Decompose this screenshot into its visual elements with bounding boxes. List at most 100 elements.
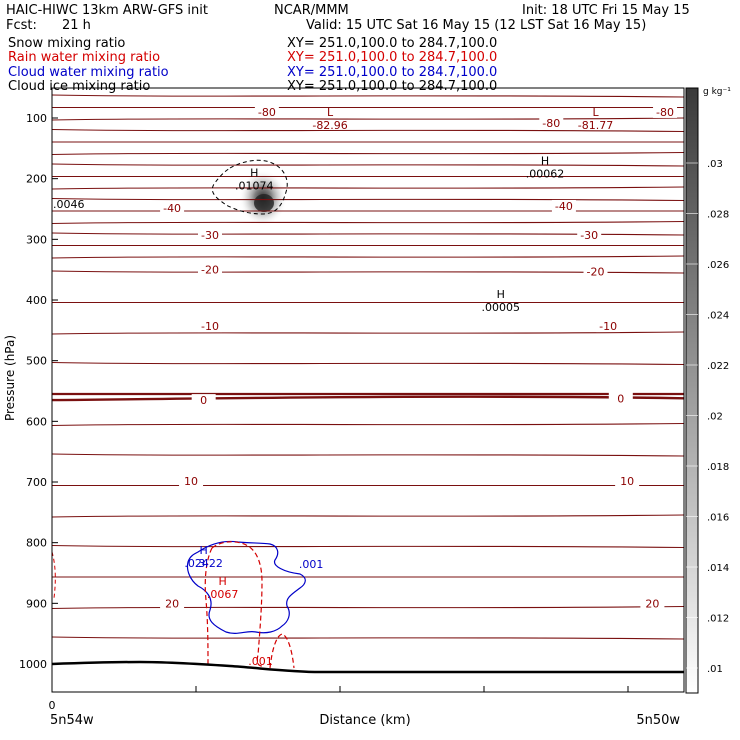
isotherm-label-bg bbox=[596, 320, 621, 333]
isotherm-label: 10 bbox=[620, 475, 634, 488]
isotherm-label-bg bbox=[160, 201, 185, 214]
x-right-label: 5n50w bbox=[636, 713, 680, 728]
x-axis-label: Distance (km) bbox=[319, 713, 410, 728]
valid-label: Valid: 15 UTC Sat 16 May 15 (12 LST Sat … bbox=[306, 18, 647, 33]
x-left-label: 5n54w bbox=[50, 713, 94, 728]
isotherm-label-bg bbox=[160, 597, 185, 610]
extremum-value: .00005 bbox=[481, 301, 520, 314]
extremum-value: -82.96 bbox=[312, 119, 347, 132]
field-xy-snow: XY= 251.0,100.0 to 284.7,100.0 bbox=[287, 36, 498, 51]
colorbar bbox=[685, 87, 699, 694]
colorbar-label: .012 bbox=[707, 614, 729, 625]
isotherm-line bbox=[52, 163, 684, 167]
y-tick-label: 200 bbox=[26, 173, 47, 186]
extremum-marker: L bbox=[592, 106, 599, 119]
field-xy-rain: XY= 251.0,100.0 to 284.7,100.0 bbox=[287, 50, 498, 65]
isotherm-label: 20 bbox=[165, 597, 179, 610]
y-tick-label: 900 bbox=[26, 597, 47, 610]
y-tick-label: 1000 bbox=[19, 658, 47, 671]
isotherm-label: -40 bbox=[163, 202, 181, 215]
isotherm-label-bg bbox=[551, 199, 576, 212]
isotherm-line bbox=[52, 544, 684, 549]
snow-contour bbox=[212, 159, 288, 215]
isotherm-label-bg bbox=[198, 229, 222, 242]
isotherm-label: 10 bbox=[184, 475, 198, 488]
isotherm-line bbox=[52, 151, 684, 156]
terrain-surface bbox=[52, 660, 684, 674]
extremum-value: .01074 bbox=[235, 180, 274, 193]
snow-maximum-core bbox=[254, 194, 274, 212]
extremum-marker: H bbox=[200, 544, 208, 557]
field-xy-cloud-water: XY= 251.0,100.0 to 284.7,100.0 bbox=[287, 65, 498, 80]
contour-value-label: .001 bbox=[248, 655, 273, 668]
isotherm-label-bg bbox=[198, 263, 222, 276]
extremum-value: .00062 bbox=[526, 168, 565, 181]
isotherm-label: -80 bbox=[542, 117, 560, 130]
x-axis-ticks bbox=[195, 686, 629, 692]
colorbar-label: .024 bbox=[707, 311, 729, 322]
field-name-cloud-water: Cloud water mixing ratio bbox=[8, 65, 169, 80]
isotherm-label: -30 bbox=[201, 229, 219, 242]
isotherm-line bbox=[52, 255, 684, 259]
isotherm-label: -20 bbox=[201, 264, 219, 277]
isotherm-label-bg bbox=[198, 320, 222, 333]
isotherm-line bbox=[52, 94, 684, 98]
isotherm-label: -20 bbox=[587, 265, 605, 278]
freezing-level-line bbox=[52, 395, 684, 402]
y-tick-label: 400 bbox=[26, 294, 47, 307]
y-tick-label: 800 bbox=[26, 537, 47, 550]
rain-contour-secondary bbox=[269, 633, 295, 669]
isotherm-label: -40 bbox=[555, 200, 573, 213]
fcst-value: 21 h bbox=[62, 18, 91, 33]
isotherm-label-bg bbox=[577, 229, 602, 242]
isotherm-label: -10 bbox=[201, 320, 219, 333]
isotherm-line bbox=[52, 197, 684, 202]
isotherm-line bbox=[52, 220, 684, 225]
y-tick-label: 700 bbox=[26, 476, 47, 489]
colorbar-label: .01 bbox=[707, 664, 723, 675]
isotherm-label-bg bbox=[640, 597, 665, 610]
isotherm-line bbox=[52, 422, 684, 427]
field-name-snow: Snow mixing ratio bbox=[8, 36, 126, 51]
edge-value-label: .0046 bbox=[53, 198, 85, 211]
isotherm-line bbox=[52, 186, 684, 190]
cloud-water-contour bbox=[186, 540, 306, 635]
plot-frame bbox=[51, 87, 685, 693]
isotherm-label-bg bbox=[583, 265, 608, 278]
extremum-value: .0067 bbox=[207, 588, 239, 601]
fcst-label: Fcst: bbox=[6, 18, 37, 33]
colorbar-label: .02 bbox=[707, 412, 723, 423]
extremum-marker: H bbox=[250, 167, 258, 180]
isotherm-label: 0 bbox=[200, 394, 207, 407]
isotherm-label-bg bbox=[254, 105, 279, 118]
isotherm-line bbox=[52, 514, 684, 518]
colorbar-label: .014 bbox=[707, 563, 729, 574]
isotherm-label-bg bbox=[653, 105, 678, 118]
y-tick-label: 300 bbox=[26, 233, 47, 246]
field-name-cloud-ice: Cloud ice mixing ratio bbox=[8, 79, 151, 94]
isotherm-line bbox=[52, 232, 684, 236]
isotherm-label: 20 bbox=[645, 597, 659, 610]
isotherm-label-bg bbox=[191, 394, 216, 407]
org-label: NCAR/MMM bbox=[274, 3, 349, 18]
isotherm-line bbox=[52, 361, 684, 366]
colorbar-unit: g kg⁻¹ bbox=[703, 87, 731, 97]
colorbar-label: .022 bbox=[707, 361, 729, 372]
field-xy-cloud-ice: XY= 251.0,100.0 to 284.7,100.0 bbox=[287, 79, 498, 94]
rain-contour-edge bbox=[52, 551, 56, 599]
colorbar-label: .026 bbox=[707, 260, 729, 271]
extremum-marker: H bbox=[541, 155, 549, 168]
extremum-marker: H bbox=[218, 575, 226, 588]
isotherm-label: -80 bbox=[656, 106, 674, 119]
contour-value-label: .001 bbox=[299, 558, 324, 571]
y-tick-label: 100 bbox=[26, 112, 47, 125]
init-label: Init: 18 UTC Fri 15 May 15 bbox=[522, 3, 690, 18]
isotherm-line bbox=[52, 331, 684, 335]
y-axis-label: Pressure (hPa) bbox=[3, 335, 17, 421]
model-title: HAIC-HIWC 13km ARW-GFS init bbox=[6, 3, 208, 18]
isotherm-line bbox=[52, 128, 684, 133]
colorbar-label: .016 bbox=[707, 513, 729, 524]
isotherm-label-bg bbox=[608, 392, 633, 405]
edge-value-label: 3 bbox=[198, 557, 205, 570]
